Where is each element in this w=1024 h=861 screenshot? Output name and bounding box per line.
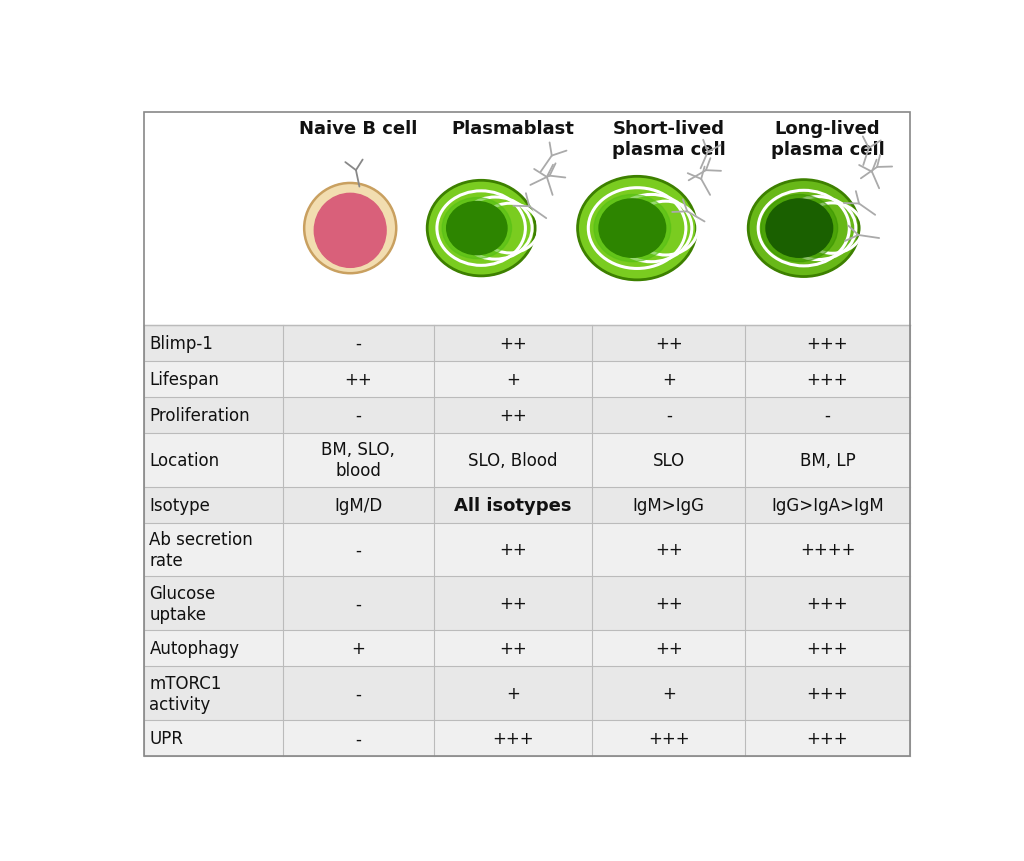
Text: +++: +++ (648, 729, 689, 747)
Text: ++: ++ (655, 640, 683, 658)
Text: IgG>IgA>IgM: IgG>IgA>IgM (771, 496, 884, 514)
Ellipse shape (594, 195, 671, 263)
Text: ++++: ++++ (800, 541, 855, 559)
Ellipse shape (314, 194, 386, 268)
Bar (143, 666, 909, 721)
Text: Ab secretion
rate: Ab secretion rate (150, 530, 253, 569)
Text: +: + (351, 640, 366, 658)
Text: SLO: SLO (652, 451, 685, 469)
Text: Autophagy: Autophagy (150, 640, 240, 658)
Text: -: - (355, 406, 361, 424)
Text: +++: +++ (807, 729, 848, 747)
Text: ++: ++ (499, 640, 526, 658)
Text: Short-lived
plasma cell: Short-lived plasma cell (612, 120, 726, 158)
Ellipse shape (446, 202, 507, 256)
Text: Plasmablast: Plasmablast (452, 120, 574, 138)
Bar (143, 487, 909, 523)
Bar (143, 577, 909, 630)
Text: +++: +++ (493, 729, 534, 747)
Bar (143, 523, 909, 577)
Text: +++: +++ (807, 595, 848, 613)
Text: +++: +++ (807, 334, 848, 352)
Text: Lifespan: Lifespan (150, 370, 219, 388)
Text: ++: ++ (499, 334, 526, 352)
Bar (143, 397, 909, 433)
Text: +: + (662, 684, 676, 703)
Text: +: + (506, 684, 520, 703)
Text: ++: ++ (655, 595, 683, 613)
Text: Location: Location (150, 451, 219, 469)
Text: Glucose
uptake: Glucose uptake (150, 585, 216, 623)
Text: ++: ++ (499, 406, 526, 424)
Text: mTORC1
activity: mTORC1 activity (150, 674, 222, 713)
Text: UPR: UPR (150, 729, 183, 747)
Text: ++: ++ (499, 541, 526, 559)
Text: IgM/D: IgM/D (334, 496, 382, 514)
Text: BM, LP: BM, LP (800, 451, 855, 469)
Text: SLO, Blood: SLO, Blood (468, 451, 558, 469)
Text: Long-lived
plasma cell: Long-lived plasma cell (771, 120, 885, 158)
Text: +++: +++ (807, 640, 848, 658)
Text: +++: +++ (807, 370, 848, 388)
Ellipse shape (766, 200, 833, 258)
Text: Isotype: Isotype (150, 496, 210, 514)
Bar (143, 630, 909, 666)
Text: +++: +++ (807, 684, 848, 703)
Text: -: - (824, 406, 830, 424)
Text: +: + (506, 370, 520, 388)
Ellipse shape (749, 181, 859, 277)
Bar (143, 362, 909, 397)
Ellipse shape (761, 195, 838, 263)
Text: Naive B cell: Naive B cell (299, 120, 418, 138)
Text: Proliferation: Proliferation (150, 406, 250, 424)
Bar (143, 433, 909, 487)
Text: Blimp-1: Blimp-1 (150, 334, 213, 352)
Text: All isotypes: All isotypes (455, 496, 571, 514)
Text: -: - (355, 684, 361, 703)
Text: ++: ++ (655, 541, 683, 559)
Text: ++: ++ (655, 334, 683, 352)
Text: IgM>IgG: IgM>IgG (633, 496, 705, 514)
Text: -: - (355, 541, 361, 559)
Bar (143, 114, 909, 325)
Text: -: - (355, 334, 361, 352)
Ellipse shape (427, 181, 536, 276)
Bar (143, 721, 909, 756)
Bar (143, 325, 909, 362)
Text: +: + (662, 370, 676, 388)
Text: -: - (355, 595, 361, 613)
Ellipse shape (442, 198, 512, 259)
Text: ++: ++ (499, 595, 526, 613)
Ellipse shape (599, 200, 666, 258)
Ellipse shape (578, 177, 696, 281)
Text: ++: ++ (344, 370, 372, 388)
Text: BM, SLO,
blood: BM, SLO, blood (322, 441, 395, 480)
Text: -: - (355, 729, 361, 747)
Text: -: - (666, 406, 672, 424)
Ellipse shape (304, 183, 396, 274)
